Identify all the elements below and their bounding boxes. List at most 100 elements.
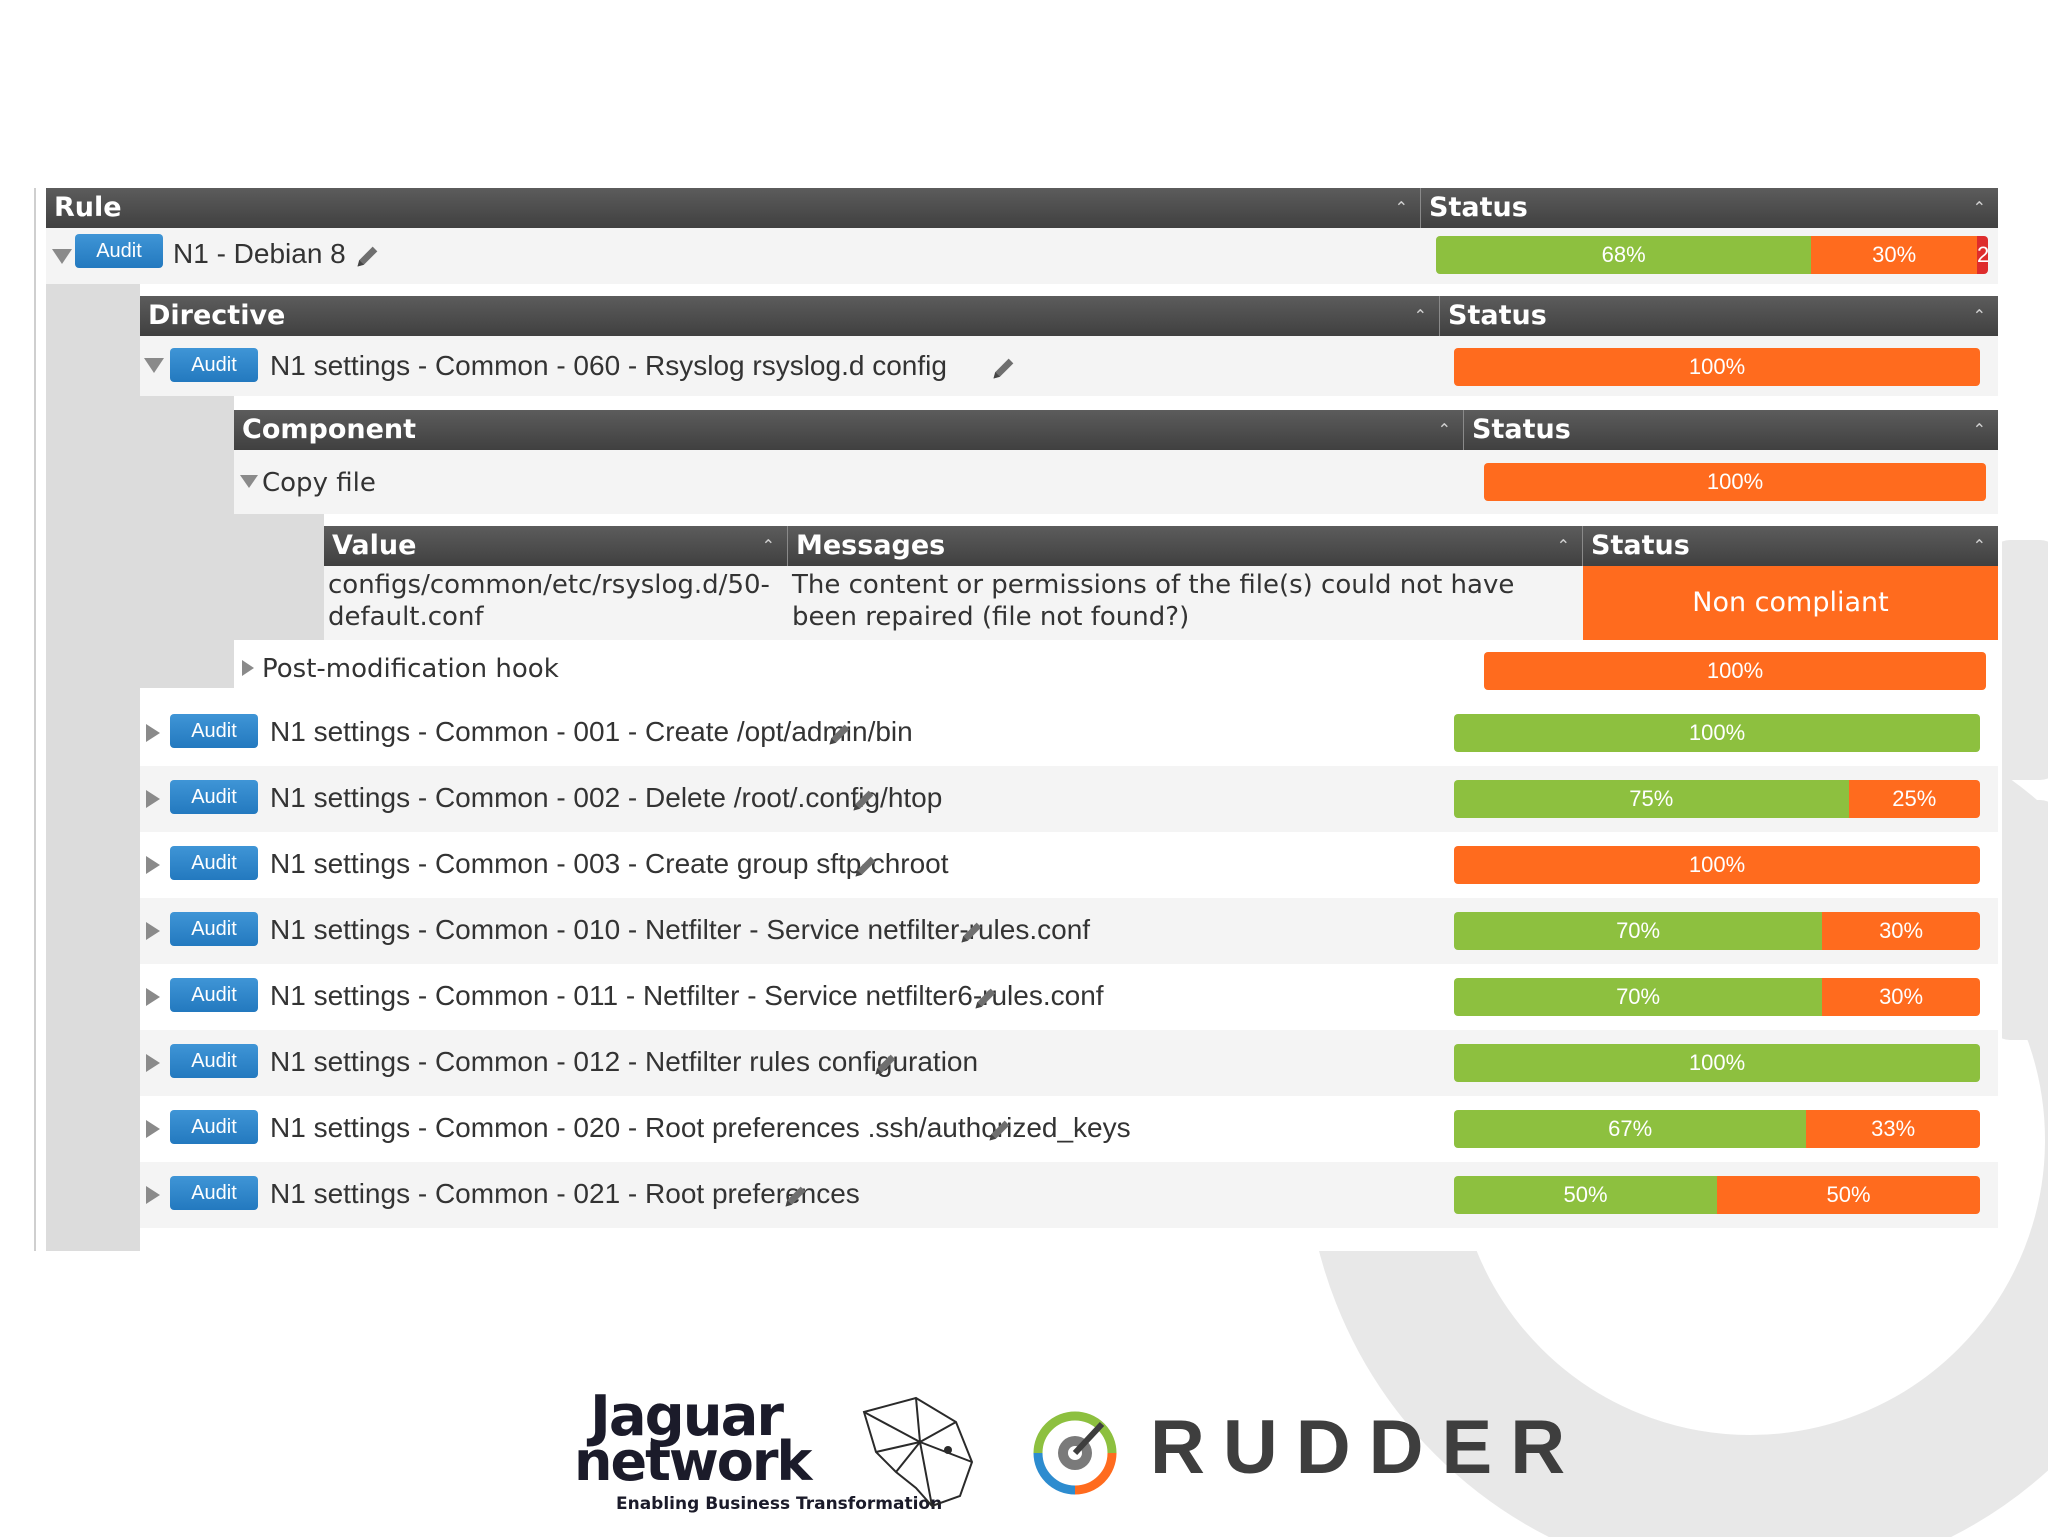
value-header-label: Value xyxy=(332,530,417,561)
directive-table-header: Directive ⌃ Status ⌃ xyxy=(140,296,1998,336)
directive-list: Audit N1 settings - Common - 001 - Create… xyxy=(140,700,1998,1251)
audit-badge: Audit xyxy=(170,978,258,1012)
compliance-segment: 100% xyxy=(1454,846,1980,884)
directive-name: N1 settings - Common - 020 - Root prefer… xyxy=(270,1112,1131,1143)
directive-name: N1 settings - Common - 060 - Rsyslog rsy… xyxy=(270,350,947,381)
pencil-icon[interactable] xyxy=(852,852,880,880)
triangle-right-icon[interactable] xyxy=(146,1120,160,1138)
audit-badge: Audit xyxy=(170,912,258,946)
component-name: Post-modification hook xyxy=(262,654,559,684)
rudder-logo: RUDDER xyxy=(1030,1398,1565,1508)
pencil-icon[interactable] xyxy=(782,1182,810,1210)
rudder-logo-word: RUDDER xyxy=(1150,1405,1584,1490)
directive-column-header[interactable]: Directive ⌃ xyxy=(140,296,1440,336)
directive-status-header-label: Status xyxy=(1448,300,1547,331)
component-row-copy-file[interactable]: Copy file 100% xyxy=(234,450,1998,514)
value-column-header[interactable]: Value ⌃ xyxy=(324,526,788,566)
directive-row[interactable]: Audit N1 settings - Common - 001 - Create… xyxy=(140,700,1998,766)
pencil-icon[interactable] xyxy=(972,984,1000,1012)
triangle-down-icon[interactable] xyxy=(52,249,72,264)
directive-row[interactable]: Audit N1 settings - Common - 020 - Root p… xyxy=(140,1096,1998,1162)
compliance-segment: 100% xyxy=(1454,1044,1980,1082)
component-name: Copy file xyxy=(262,468,376,498)
rule-column-header[interactable]: Rule ⌃ xyxy=(46,188,1421,228)
directive-name: N1 settings - Common - 021 - Root prefer… xyxy=(270,1178,860,1209)
directive-row[interactable]: Audit N1 settings - Common - 010 - Netfil… xyxy=(140,898,1998,964)
directive-row[interactable]: Audit N1 settings - Common - 002 - Delete… xyxy=(140,766,1998,832)
jaguar-network-logo: Jaguar network Enabling Business Transfo… xyxy=(570,1384,990,1520)
sort-caret-icon: ⌃ xyxy=(1437,420,1451,439)
directive-compliance-bar: 100% xyxy=(1454,1044,1980,1082)
directive-name: N1 settings - Common - 002 - Delete /roo… xyxy=(270,782,943,813)
pencil-icon[interactable] xyxy=(958,918,986,946)
directive-status-column-header[interactable]: Status ⌃ xyxy=(1440,296,1998,336)
triangle-right-icon[interactable] xyxy=(146,856,160,874)
triangle-right-icon[interactable] xyxy=(146,922,160,940)
triangle-right-icon[interactable] xyxy=(146,790,160,808)
compliance-segment: 30% xyxy=(1811,236,1977,274)
directive-row-expanded[interactable]: Audit N1 settings - Common - 060 - Rsysl… xyxy=(140,336,1998,396)
directive-compliance-bar: 75% 25% xyxy=(1454,780,1980,818)
component-row-post-hook[interactable]: Post-modification hook 100% xyxy=(234,640,1998,700)
non-compliant-status: Non compliant xyxy=(1583,566,1998,640)
audit-badge: Audit xyxy=(170,846,258,880)
rule-table-header: Rule ⌃ Status ⌃ xyxy=(46,188,1998,228)
audit-badge: Audit xyxy=(170,1110,258,1144)
sort-caret-icon: ⌃ xyxy=(1972,198,1986,217)
compliance-segment: 50% xyxy=(1454,1176,1717,1214)
value-status-column-header[interactable]: Status ⌃ xyxy=(1583,526,1998,566)
audit-badge: Audit xyxy=(170,1176,258,1210)
directive-row[interactable]: Audit N1 settings - Common - 021 - Root p… xyxy=(140,1162,1998,1228)
compliance-segment: 50% xyxy=(1717,1176,1980,1214)
component-header-label: Component xyxy=(242,414,417,445)
directive-compliance-bar: 100% xyxy=(1454,348,1980,386)
component-column-header[interactable]: Component ⌃ xyxy=(234,410,1464,450)
rule-status-column-header[interactable]: Status ⌃ xyxy=(1421,188,1998,228)
sort-caret-icon: ⌃ xyxy=(1413,306,1427,325)
directive-compliance-bar: 67% 33% xyxy=(1454,1110,1980,1148)
rule-name: N1 - Debian 8 xyxy=(173,238,346,269)
triangle-right-icon[interactable] xyxy=(146,1186,160,1204)
value-text-line1: configs/common/etc/rsyslog.d/50- xyxy=(328,570,770,600)
component-status-column-header[interactable]: Status ⌃ xyxy=(1464,410,1998,450)
component-compliance-bar: 100% xyxy=(1484,652,1986,690)
messages-header-label: Messages xyxy=(796,530,946,561)
rudder-gear-icon xyxy=(1033,1411,1117,1495)
pencil-icon[interactable] xyxy=(826,720,854,748)
pencil-icon[interactable] xyxy=(850,786,878,814)
pencil-icon[interactable] xyxy=(990,354,1018,382)
directive-row[interactable]: Audit N1 settings - Common - 011 - Netfil… xyxy=(140,964,1998,1030)
directive-row[interactable]: Audit N1 settings - Common - 003 - Create… xyxy=(140,832,1998,898)
pencil-icon[interactable] xyxy=(872,1050,900,1078)
directive-name: N1 settings - Common - 001 - Create /opt… xyxy=(270,716,913,747)
triangle-down-icon[interactable] xyxy=(240,475,258,488)
pencil-icon[interactable] xyxy=(986,1116,1014,1144)
triangle-right-icon[interactable] xyxy=(242,660,254,676)
jaguar-logo-tagline: Enabling Business Transformation xyxy=(616,1494,943,1514)
directive-header-label: Directive xyxy=(148,300,286,331)
compliance-segment: 100% xyxy=(1484,652,1986,690)
triangle-right-icon[interactable] xyxy=(146,988,160,1006)
compliance-segment: 30% xyxy=(1822,978,1980,1016)
messages-column-header[interactable]: Messages ⌃ xyxy=(788,526,1583,566)
directive-row[interactable]: Audit N1 settings - Common - 012 - Netfil… xyxy=(140,1030,1998,1096)
audit-badge: Audit xyxy=(170,348,258,382)
audit-badge: Audit xyxy=(170,714,258,748)
triangle-right-icon[interactable] xyxy=(146,724,160,742)
value-row: configs/common/etc/rsyslog.d/50- default… xyxy=(324,566,1998,640)
audit-badge: Audit xyxy=(170,1044,258,1078)
compliance-segment: 100% xyxy=(1454,348,1980,386)
compliance-segment: 67% xyxy=(1454,1110,1807,1148)
compliance-segment: 75% xyxy=(1454,780,1849,818)
pencil-icon[interactable] xyxy=(354,242,382,270)
directive-name: N1 settings - Common - 012 - Netfilter r… xyxy=(270,1046,979,1077)
sort-caret-icon: ⌃ xyxy=(1972,536,1986,555)
compliance-segment: 33% xyxy=(1806,1110,1980,1148)
directive-compliance-bar: 50% 50% xyxy=(1454,1176,1980,1214)
triangle-right-icon[interactable] xyxy=(146,1054,160,1072)
rule-row[interactable]: Audit N1 - Debian 8 68%30%2% xyxy=(46,228,1998,284)
directive-compliance-bar: 100% xyxy=(1454,846,1980,884)
value-table-header: Value ⌃ Messages ⌃ Status ⌃ xyxy=(324,526,1998,566)
triangle-down-icon[interactable] xyxy=(144,358,164,373)
audit-badge: Audit xyxy=(170,780,258,814)
